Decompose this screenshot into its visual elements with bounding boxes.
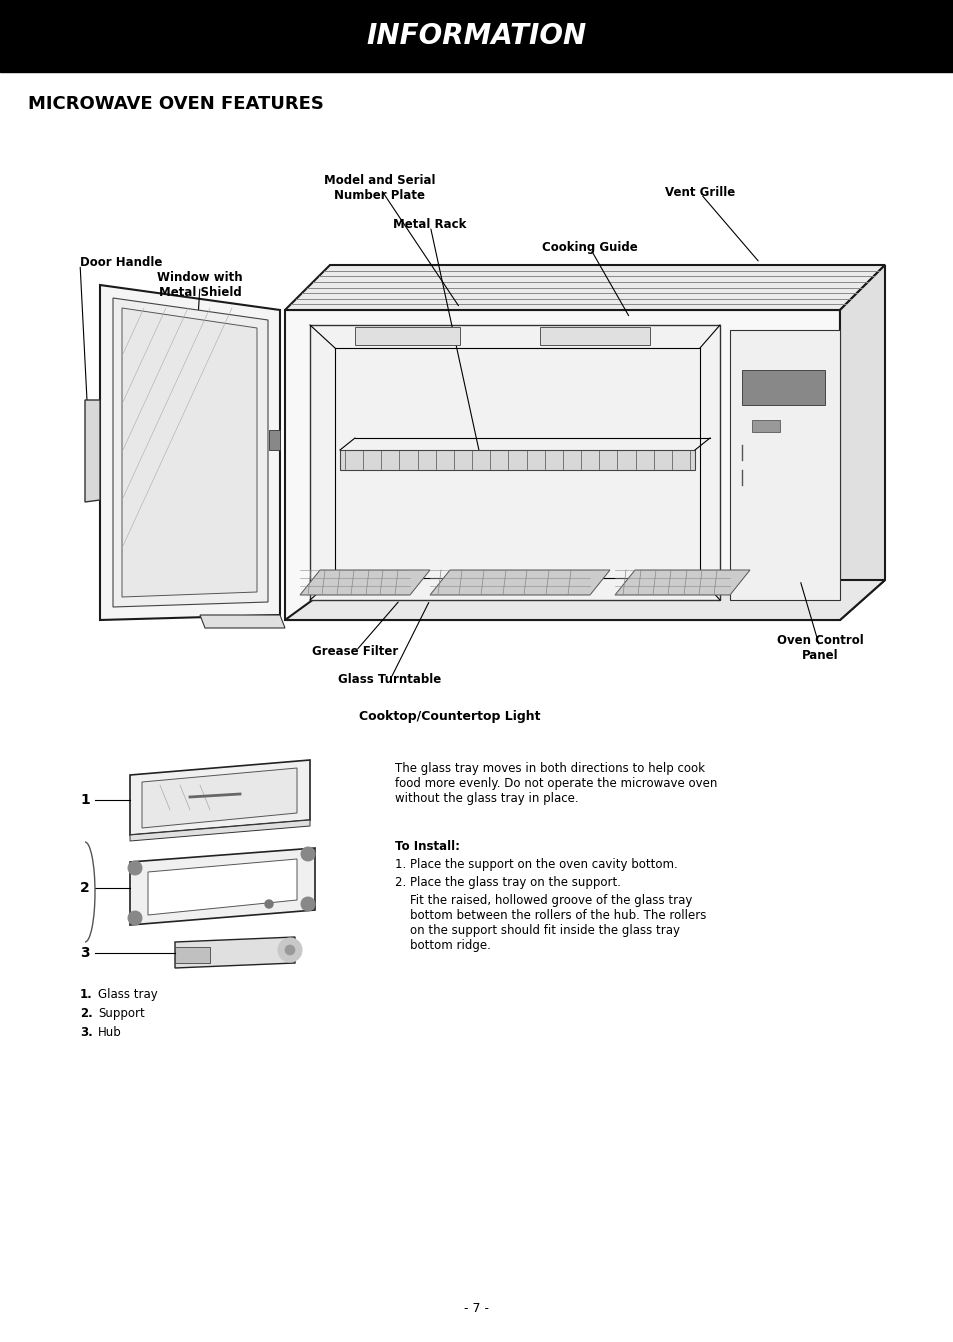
- Polygon shape: [112, 298, 268, 607]
- Polygon shape: [751, 420, 780, 432]
- Polygon shape: [130, 848, 314, 925]
- Circle shape: [265, 900, 273, 909]
- Text: - 7 -: - 7 -: [464, 1302, 489, 1315]
- Text: 2.: 2.: [80, 1006, 92, 1020]
- Polygon shape: [269, 429, 280, 450]
- Text: 2: 2: [80, 880, 90, 895]
- Bar: [0, 0, 953, 72]
- Polygon shape: [285, 310, 840, 620]
- Polygon shape: [729, 330, 840, 600]
- Text: Grease Filter: Grease Filter: [312, 646, 397, 659]
- Text: 1.: 1.: [80, 988, 92, 1001]
- Polygon shape: [539, 327, 649, 345]
- Text: Window with
Metal Shield: Window with Metal Shield: [157, 271, 243, 299]
- Text: 1: 1: [80, 793, 90, 807]
- Polygon shape: [615, 570, 749, 595]
- Text: Door Handle: Door Handle: [80, 256, 162, 270]
- Text: Cooktop/Countertop Light: Cooktop/Countertop Light: [359, 710, 540, 723]
- Text: Door Safety
Lock System: Door Safety Lock System: [133, 529, 216, 557]
- Polygon shape: [85, 400, 100, 502]
- Polygon shape: [430, 570, 609, 595]
- Polygon shape: [285, 264, 884, 310]
- Text: INFORMATION: INFORMATION: [367, 21, 586, 50]
- Polygon shape: [174, 947, 210, 964]
- Polygon shape: [840, 264, 884, 620]
- Text: Oven Control
Panel: Oven Control Panel: [776, 633, 862, 662]
- Text: 3: 3: [80, 946, 90, 960]
- Polygon shape: [148, 859, 296, 915]
- Text: Glass Turntable: Glass Turntable: [338, 674, 441, 687]
- Polygon shape: [100, 285, 280, 620]
- Text: Metal Rack: Metal Rack: [393, 219, 466, 232]
- Circle shape: [285, 945, 294, 956]
- Polygon shape: [355, 327, 459, 345]
- Text: Cooking Guide: Cooking Guide: [541, 242, 638, 255]
- Polygon shape: [130, 760, 310, 835]
- Text: Glass tray: Glass tray: [98, 988, 157, 1001]
- Text: Vent Grille: Vent Grille: [664, 187, 735, 200]
- Polygon shape: [741, 370, 824, 405]
- Text: 1. Place the support on the oven cavity bottom.: 1. Place the support on the oven cavity …: [395, 858, 677, 871]
- Circle shape: [128, 911, 142, 925]
- Text: MICROWAVE OVEN FEATURES: MICROWAVE OVEN FEATURES: [28, 95, 323, 113]
- Polygon shape: [339, 450, 695, 470]
- Text: The glass tray moves in both directions to help cook
food more evenly. Do not op: The glass tray moves in both directions …: [395, 762, 717, 805]
- Polygon shape: [130, 820, 310, 841]
- Circle shape: [277, 938, 302, 962]
- Polygon shape: [174, 937, 294, 968]
- Polygon shape: [299, 570, 430, 595]
- Circle shape: [128, 862, 142, 875]
- Text: 3.: 3.: [80, 1027, 92, 1039]
- Text: Model and Serial
Number Plate: Model and Serial Number Plate: [324, 174, 436, 203]
- Text: Hub: Hub: [98, 1027, 122, 1039]
- Polygon shape: [142, 768, 296, 828]
- Circle shape: [301, 847, 314, 862]
- Polygon shape: [285, 580, 884, 620]
- Polygon shape: [310, 325, 720, 600]
- Text: Fit the raised, hollowed groove of the glass tray
    bottom between the rollers: Fit the raised, hollowed groove of the g…: [395, 894, 705, 951]
- Text: To Install:: To Install:: [395, 840, 459, 854]
- Text: Support: Support: [98, 1006, 145, 1020]
- Polygon shape: [200, 615, 285, 628]
- Text: 2. Place the glass tray on the support.: 2. Place the glass tray on the support.: [395, 876, 620, 888]
- Circle shape: [301, 896, 314, 911]
- Polygon shape: [122, 309, 256, 597]
